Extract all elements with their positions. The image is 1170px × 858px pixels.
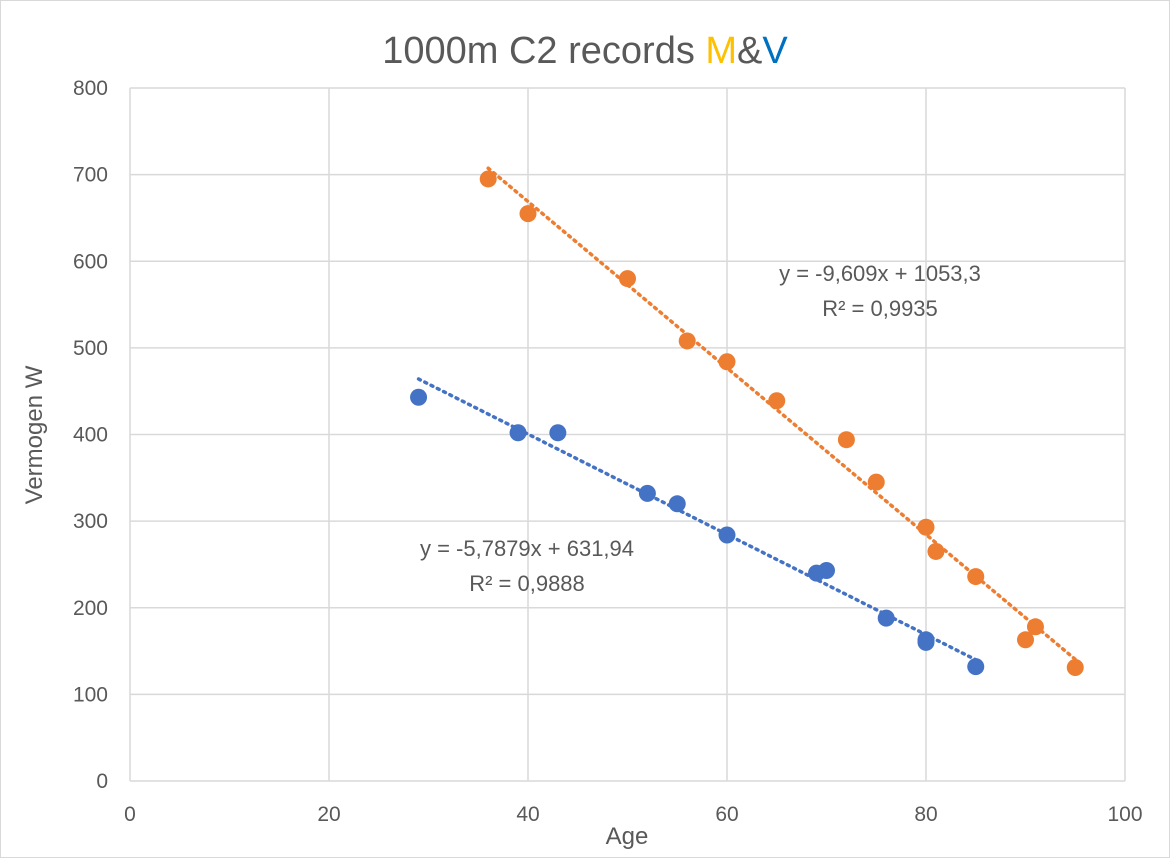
series-v-r2: R² = 0,9888 xyxy=(469,571,585,596)
x-tick-label: 80 xyxy=(914,803,937,826)
x-tick-label: 100 xyxy=(1107,803,1142,826)
y-tick-label: 100 xyxy=(73,683,108,706)
point-v xyxy=(549,424,567,442)
point-m xyxy=(1026,618,1044,636)
point-v xyxy=(668,495,686,513)
point-m xyxy=(1017,631,1034,649)
x-tick-label: 0 xyxy=(124,803,136,826)
data-points xyxy=(410,170,1084,677)
x-axis-label: Age xyxy=(606,823,649,850)
series-m-r2: R² = 0,9935 xyxy=(822,296,938,321)
y-tick-label: 300 xyxy=(73,510,108,533)
point-m xyxy=(479,170,497,188)
point-m xyxy=(519,205,537,223)
point-m xyxy=(718,353,736,371)
point-m xyxy=(837,431,855,449)
point-m xyxy=(867,473,885,491)
point-m xyxy=(1066,659,1084,677)
point-v xyxy=(410,388,428,406)
y-tick-label: 600 xyxy=(73,250,108,273)
chart-title-text: 1000m C2 records xyxy=(382,30,706,72)
x-tick-label: 40 xyxy=(516,803,539,826)
point-m xyxy=(927,542,945,560)
point-v xyxy=(509,424,527,442)
chart-title-m: M xyxy=(705,30,738,72)
x-tick-label: 20 xyxy=(317,803,340,826)
point-m xyxy=(967,568,985,586)
chart-title-amp: & xyxy=(737,30,763,72)
chart-title: 1000m C2 records M&V xyxy=(0,30,1170,73)
point-m xyxy=(768,392,786,410)
gridlines xyxy=(129,87,1126,782)
y-axis-label: Vermogen W xyxy=(21,365,48,504)
y-tick-label: 500 xyxy=(73,337,108,360)
point-m xyxy=(678,332,696,350)
point-v xyxy=(877,609,895,627)
y-tick-label: 800 xyxy=(73,77,108,100)
series-m-equation: y = -9,609x + 1053,3 xyxy=(779,261,981,286)
x-tick-label: 60 xyxy=(715,803,738,826)
point-v xyxy=(967,658,985,676)
point-v xyxy=(718,526,736,544)
point-m xyxy=(619,270,636,288)
y-tick-label: 200 xyxy=(73,597,108,620)
point-m xyxy=(917,518,935,536)
y-tick-label: 0 xyxy=(96,770,108,793)
chart-title-v: V xyxy=(762,30,788,72)
y-tick-label: 700 xyxy=(73,164,108,187)
y-tick-label: 400 xyxy=(73,424,108,447)
point-v xyxy=(917,633,935,651)
point-v xyxy=(818,562,835,580)
point-v xyxy=(638,484,656,502)
series-v-equation: y = -5,7879x + 631,94 xyxy=(420,536,634,561)
axes: 0 100 200 300 400 500 600 700 800 0 20 40 60 80 100 xyxy=(73,77,1143,826)
